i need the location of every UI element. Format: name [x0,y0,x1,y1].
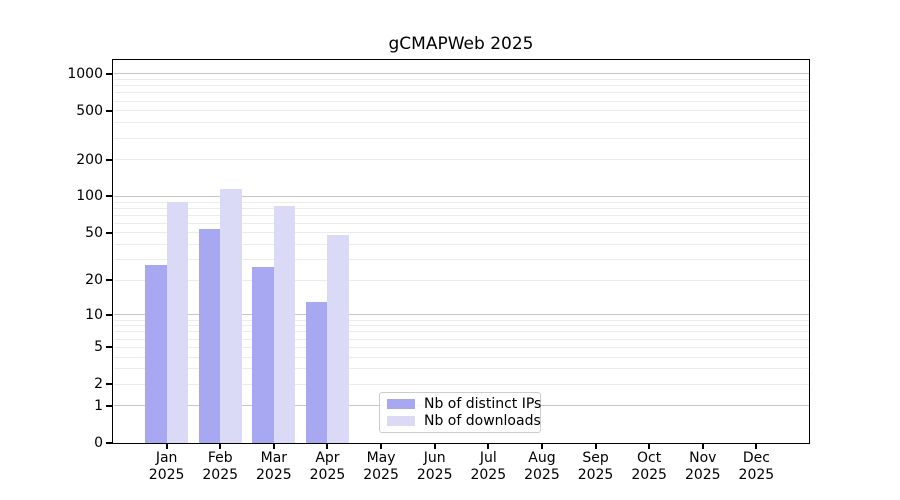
minor-gridline [114,201,809,203]
bar-apr-distinct-ips [305,302,328,443]
y-tick-mark [106,383,112,386]
minor-gridline [114,85,809,87]
bar-mar-distinct-ips [252,266,274,443]
bar-mar-downloads [273,205,296,443]
bar-feb-distinct-ips [198,228,221,443]
y-tick-label: 2 [94,376,103,393]
minor-gridline [114,92,809,94]
x-tick-mark [272,443,275,449]
minor-gridline [114,222,809,224]
x-tick-mark [326,443,329,449]
legend: Nb of distinct IPs Nb of downloads [379,392,541,433]
x-tick-mark [648,443,651,449]
x-tick-mark [433,443,436,449]
minor-gridline [114,110,809,112]
legend-item-downloads: Nb of downloads [387,413,541,429]
y-tick-mark [106,346,112,349]
minor-gridline [114,214,809,216]
x-tick-label-dec: Dec 2025 [738,450,775,483]
y-tick-mark [106,109,112,112]
x-tick-mark [219,443,222,449]
major-gridline [114,314,809,316]
minor-gridline [114,319,809,321]
minor-gridline [114,100,809,102]
minor-gridline [114,346,809,348]
minor-gridline [114,331,809,333]
x-tick-mark [380,443,383,449]
x-tick-mark [755,443,758,449]
y-tick-mark [106,158,112,161]
x-tick-label-jan: Jan 2025 [148,450,185,483]
legend-item-distinct-ips: Nb of distinct IPs [387,396,541,412]
x-tick-label-jun: Jun 2025 [416,450,453,483]
legend-swatch-distinct-ips [387,399,415,409]
y-tick-label: 1 [94,397,103,414]
minor-gridline [114,259,809,261]
x-tick-mark [165,443,168,449]
minor-gridline [114,232,809,234]
legend-label: Nb of downloads [424,413,541,429]
minor-gridline [114,137,809,139]
y-tick-mark [106,195,112,198]
x-tick-mark [540,443,543,449]
bar-jan-distinct-ips [145,264,167,443]
y-tick-label: 5 [94,339,103,356]
x-tick-label-jul: Jul 2025 [470,450,507,483]
x-tick-label-oct: Oct 2025 [631,450,667,483]
minor-gridline [114,279,809,281]
major-gridline [114,73,809,75]
legend-swatch-downloads [387,416,415,426]
minor-gridline [114,244,809,246]
bar-feb-downloads [220,189,242,443]
minor-gridline [114,79,809,81]
x-tick-label-apr: Apr 2025 [309,450,346,483]
bar-jan-downloads [166,202,189,443]
minor-gridline [114,338,809,340]
bar-apr-downloads [327,235,349,443]
x-tick-mark [701,443,704,449]
plot-area-frame [112,59,810,444]
minor-gridline [114,122,809,124]
chart-title: gCMAPWeb 2025 [388,34,534,54]
minor-gridline [114,383,809,385]
x-tick-label-mar: Mar 2025 [256,450,292,483]
y-tick-mark [106,404,112,407]
y-tick-label: 50 [85,224,103,241]
y-tick-label: 500 [76,102,103,119]
y-tick-label: 100 [76,188,103,205]
minor-gridline [114,368,809,370]
minor-gridline [114,207,809,209]
x-tick-mark [487,443,490,449]
x-tick-label-nov: Nov 2025 [684,450,721,483]
y-tick-mark [106,279,112,282]
x-tick-mark [594,443,597,449]
y-tick-label: 0 [94,435,103,451]
y-tick-label: 200 [76,151,103,168]
y-tick-mark [106,313,112,316]
y-tick-label: 1000 [67,65,103,82]
y-tick-label: 20 [85,272,103,289]
major-gridline [114,195,809,197]
minor-gridline [114,356,809,358]
y-tick-mark [106,442,112,444]
x-tick-label-feb: Feb 2025 [202,450,239,483]
legend-label: Nb of distinct IPs [424,396,542,412]
x-tick-label-aug: Aug 2025 [524,450,560,483]
y-tick-mark [106,231,112,234]
minor-gridline [114,325,809,327]
x-tick-label-sep: Sep 2025 [577,450,614,483]
minor-gridline [114,159,809,161]
y-tick-label: 10 [85,306,103,323]
x-tick-label-may: May 2025 [363,450,399,483]
y-tick-mark [106,72,112,75]
